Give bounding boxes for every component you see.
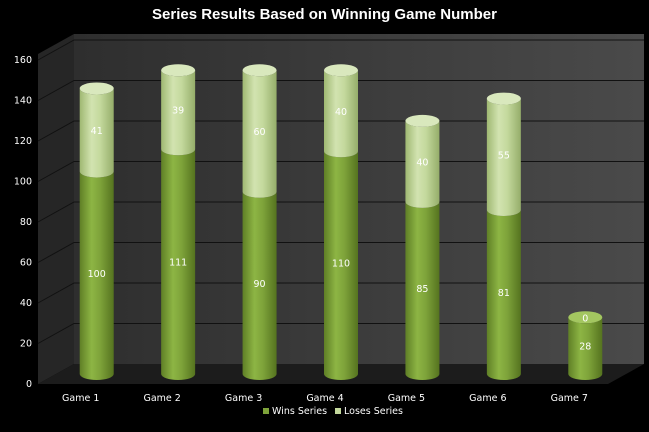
x-tick-label: Game 1 [62,393,99,404]
gridline [37,120,644,142]
y-tick-label: 140 [14,96,32,107]
data-label-loses: 0 [582,313,588,324]
bar-wins-series [486,209,521,380]
x-tick-label: Game 2 [143,393,180,404]
gridline [37,282,644,304]
chart-title: Series Results Based on Winning Game Num… [152,6,497,23]
data-label-loses: 40 [335,107,347,118]
data-label-loses: 39 [172,106,184,117]
y-tick-label: 60 [20,258,32,269]
y-tick-label: 40 [20,298,32,309]
back-wall [74,34,644,364]
legend-label: Wins Series [272,406,327,417]
x-tick-label: Game 6 [469,393,506,404]
y-tick-label: 20 [20,339,32,350]
data-label-wins: 81 [498,288,510,299]
bar-wins-series [324,151,358,380]
bar-top-cap [405,114,440,127]
bar-top-cap [486,92,521,105]
bar-top-cap [79,82,114,95]
x-tick-label: Game 5 [388,393,425,404]
data-label-loses: 60 [254,127,266,138]
data-label-wins: 111 [169,258,187,269]
bar-wins-series [405,201,440,380]
y-tick-label: 0 [26,379,32,390]
data-label-wins: 100 [88,269,106,280]
side-wall [38,34,74,384]
bar-loses-series [161,70,196,156]
x-tick-label: Game 7 [551,393,588,404]
bar-wins-series [79,171,114,380]
y-tick-label: 100 [14,177,32,188]
bar-loses-series [324,70,358,158]
data-label-loses: 41 [91,126,103,137]
bar-wins-series [161,149,196,380]
bar-top-cap [568,311,603,324]
legend-swatch [263,408,269,414]
bar-loses-series [486,98,521,216]
bar-loses-series [242,70,277,198]
data-label-wins: 28 [579,342,591,353]
gridline [37,201,644,223]
bar-top-cap [161,64,196,77]
y-tick-label: 120 [14,136,32,147]
data-label-wins: 110 [332,259,350,270]
bar-top-cap [324,64,358,77]
data-label-loses: 40 [416,157,428,168]
gridline [37,80,644,101]
data-label-wins: 90 [254,279,266,290]
bar-wins-series [568,317,603,380]
bar-wins-series [242,191,277,380]
bar-loses-series [405,120,440,208]
legend-label: Loses Series [344,406,403,417]
x-tick-label: Game 4 [306,393,343,404]
gridline [37,161,644,182]
legend-swatch [335,408,341,414]
y-tick-label: 80 [20,217,32,228]
bar-top-cap [242,64,277,77]
bar-loses-series [79,88,114,178]
data-label-wins: 85 [416,284,428,295]
gridline [37,242,644,263]
gridline [37,39,644,61]
y-tick-label: 160 [14,55,32,66]
x-tick-label: Game 3 [225,393,262,404]
data-label-loses: 55 [498,150,510,161]
gridline [37,323,644,344]
